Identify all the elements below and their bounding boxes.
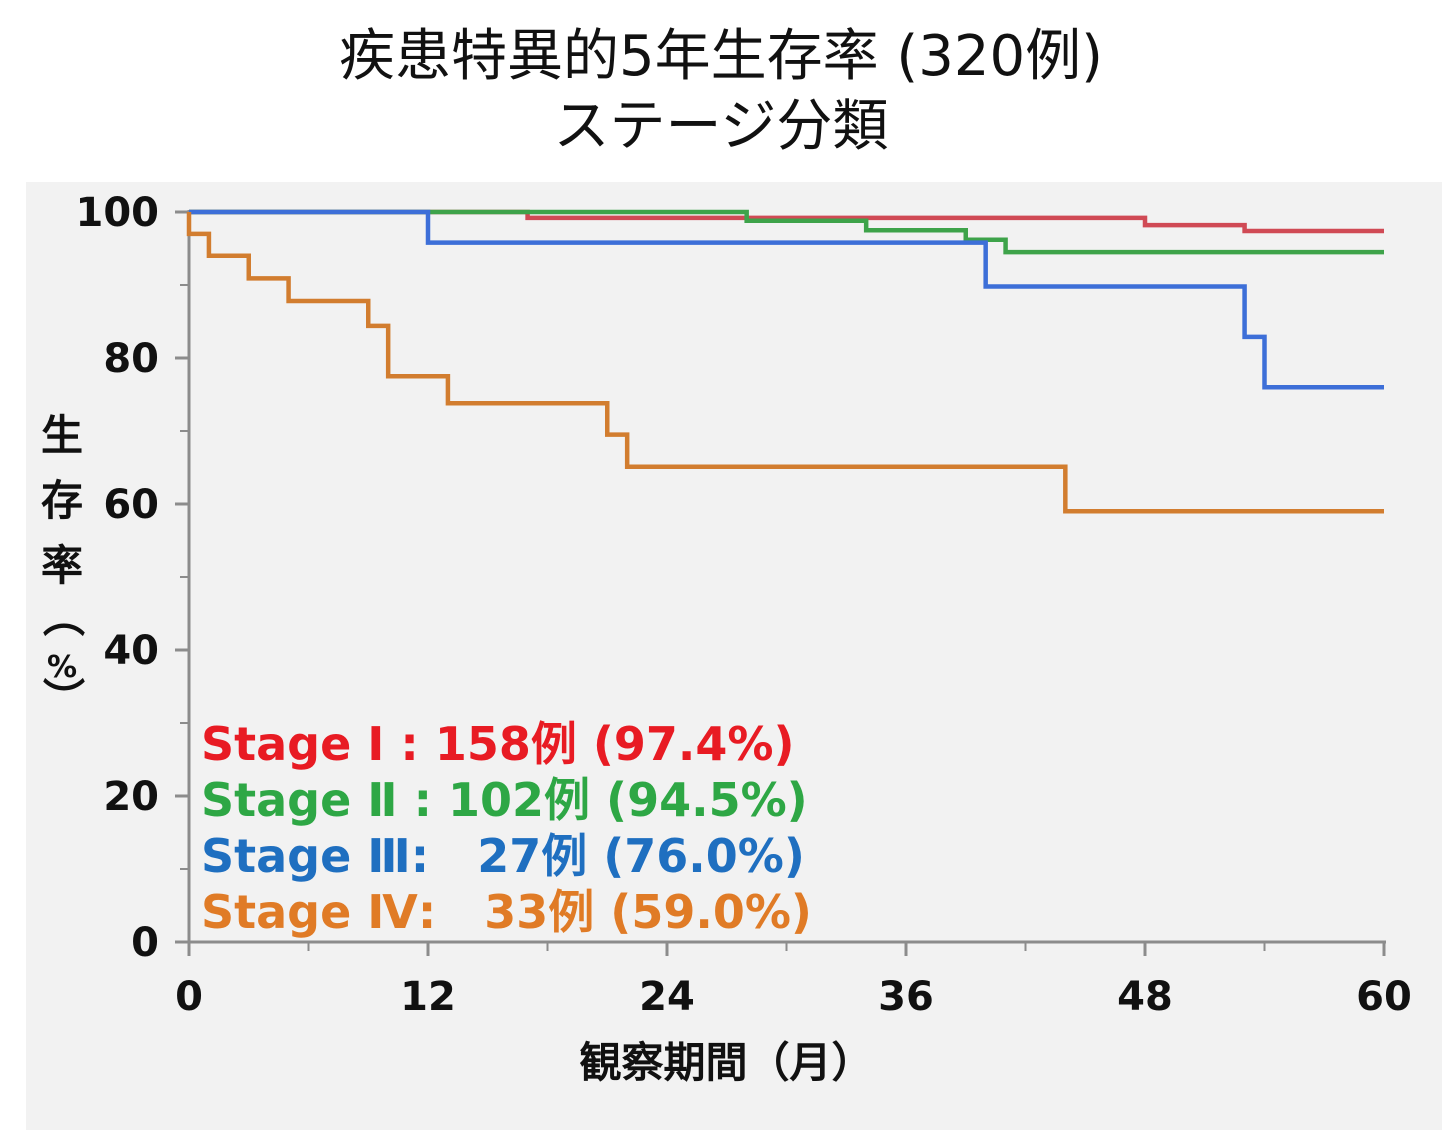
y-tick-label: 20	[103, 774, 159, 820]
chart-title: 疾患特異的5年生存率 (320例) ステージ分類	[0, 22, 1442, 162]
y-tick-label: 40	[103, 628, 159, 674]
x-axis-title: 観察期間（月）	[579, 1038, 873, 1087]
axes: 0 20 40 60 80 100 0 12 24 36 48 60	[76, 190, 1412, 1020]
y-tick-label: 100	[76, 190, 160, 236]
legend-entry-stage-3: Stage Ⅲ: 27例 (76.0%)	[201, 829, 805, 883]
y-axis-title-char: 率	[41, 541, 83, 590]
y-axis-title-char: 生	[41, 411, 83, 460]
legend-entry-stage-1: Stage Ⅰ : 158例 (97.4%)	[201, 717, 795, 771]
y-axis-title-char: ）	[38, 677, 87, 719]
y-axis-title: 生存率 （%）	[38, 411, 87, 719]
survival-curves	[186, 209, 1384, 514]
survival-curve-stage-2	[189, 209, 1384, 255]
x-tick-label: 12	[400, 974, 456, 1020]
x-tick-label: 48	[1117, 974, 1173, 1020]
chart-title-line2: ステージ分類	[553, 94, 889, 159]
plot-panel: 0 20 40 60 80 100 0 12 24 36 48 60 生存率 （%） 観察期間（月） S…	[26, 182, 1442, 1130]
y-axis-title-char: （	[38, 595, 87, 637]
legend-entry-stage-2: Stage Ⅱ : 102例 (94.5%)	[201, 773, 808, 827]
x-tick-label: 24	[639, 974, 695, 1020]
y-tick-label: 0	[131, 920, 159, 966]
legend-entry-stage-4: Stage Ⅳ: 33例 (59.0%)	[201, 885, 812, 939]
x-tick-label: 36	[878, 974, 934, 1020]
chart-title-line1: 疾患特異的5年生存率 (320例)	[338, 24, 1103, 89]
survival-curve-stage-4	[186, 212, 1384, 514]
x-tick-label: 60	[1356, 974, 1412, 1020]
survival-curve-stage-3	[189, 209, 1384, 390]
x-tick-label: 0	[175, 974, 203, 1020]
legend: Stage Ⅰ : 158例 (97.4%)Stage Ⅱ : 102例 (94…	[201, 717, 812, 939]
survival-chart: 0 20 40 60 80 100 0 12 24 36 48 60 生存率 （%） 観察期間（月） S…	[38, 190, 1412, 1087]
y-tick-label: 80	[103, 336, 159, 382]
y-tick-label: 60	[103, 482, 159, 528]
y-axis-title-char: 存	[41, 476, 83, 525]
y-axis-title-char: %	[47, 650, 77, 685]
